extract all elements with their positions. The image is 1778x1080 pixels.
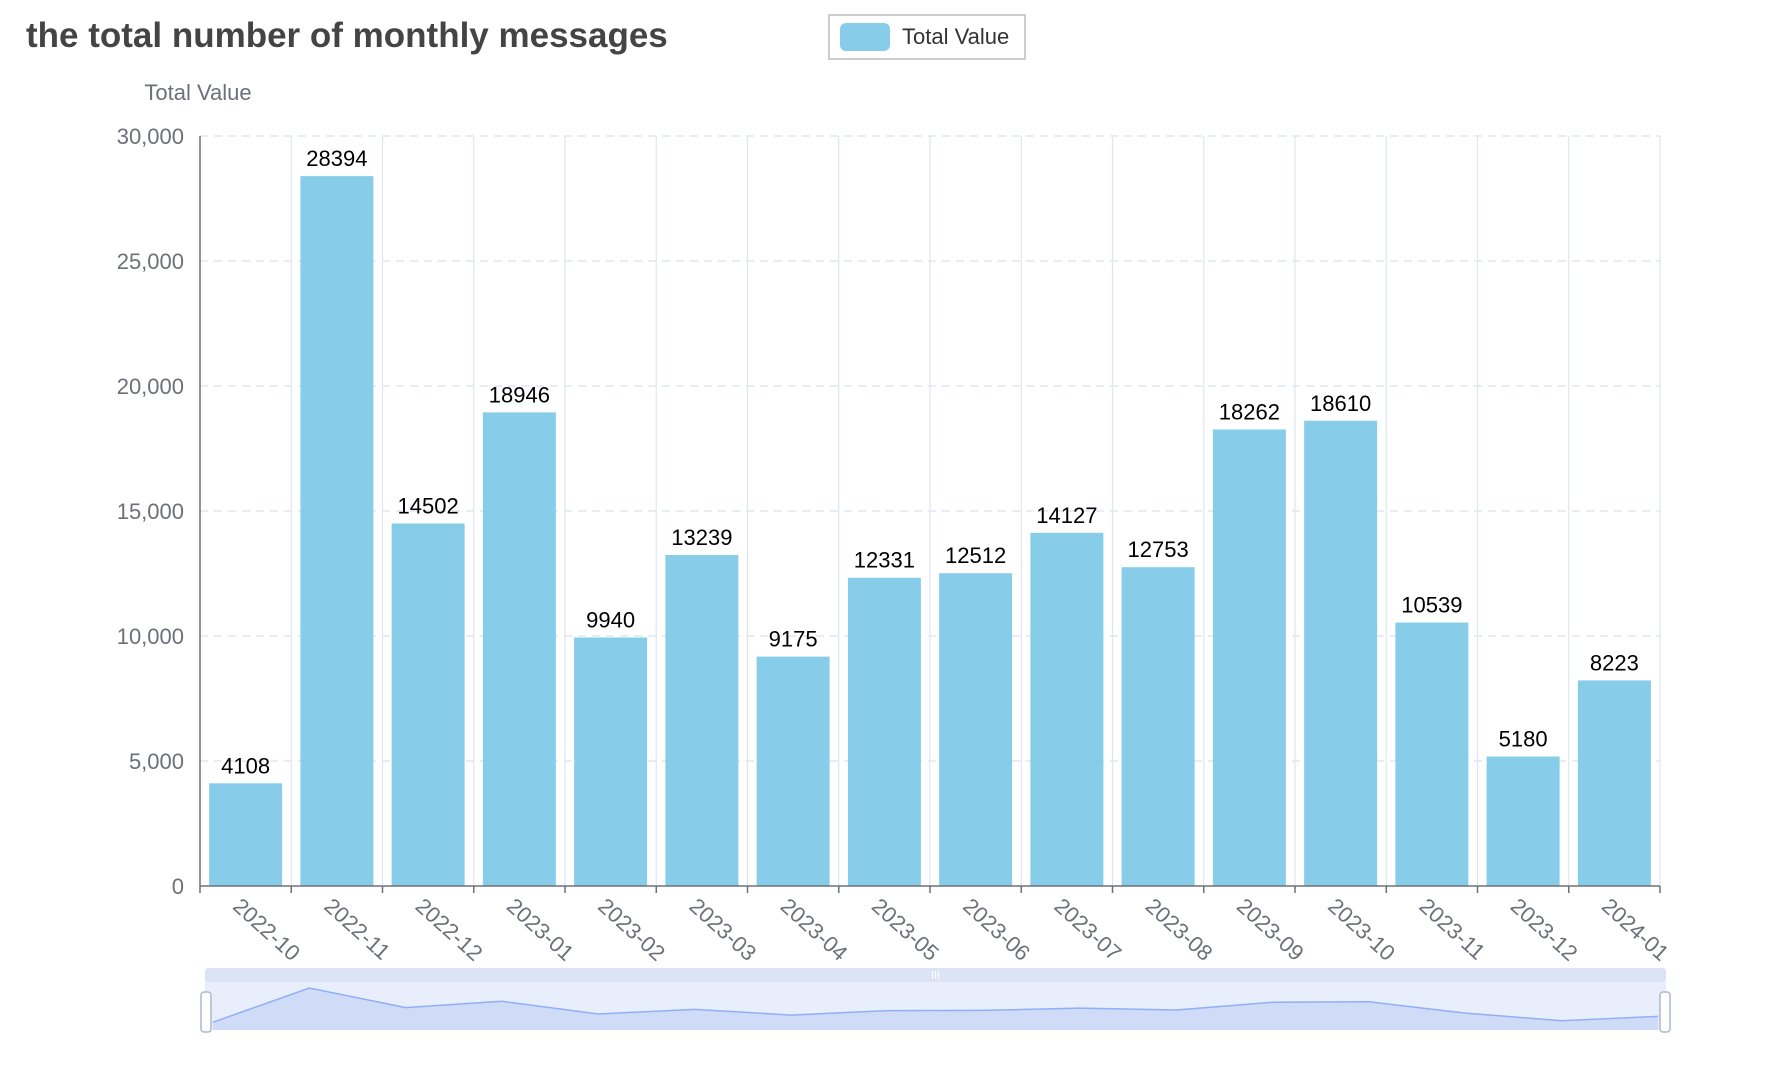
- data-label: 13239: [671, 525, 732, 550]
- x-tick-label: 2023-03: [685, 893, 762, 966]
- bar: [756, 656, 830, 886]
- zoom-preview-line: [212, 987, 1659, 1023]
- data-label: 4108: [221, 753, 270, 778]
- bar: [391, 523, 465, 886]
- bar: [482, 412, 556, 886]
- bar: [1121, 567, 1195, 886]
- legend[interactable]: Total Value: [828, 14, 1026, 60]
- bar: [1030, 532, 1104, 886]
- x-tick-label: 2023-08: [1141, 893, 1218, 966]
- chart-title: the total number of monthly messages: [26, 16, 668, 55]
- x-tick-label: 2023-10: [1323, 893, 1400, 966]
- data-label: 9175: [769, 627, 818, 652]
- bar: [1212, 429, 1286, 886]
- x-tick-label: 2023-07: [1050, 893, 1127, 966]
- data-label: 14502: [398, 493, 459, 518]
- y-tick-label: 10,000: [117, 624, 184, 649]
- y-tick-label: 25,000: [117, 249, 184, 274]
- bar: [300, 176, 374, 886]
- x-tick-label: 2022-12: [411, 893, 488, 966]
- zoom-handle-left: [200, 991, 212, 1033]
- bar: [1486, 756, 1560, 886]
- y-tick-label: 15,000: [117, 499, 184, 524]
- bar: [847, 577, 921, 886]
- x-tick-label: 2023-12: [1506, 893, 1583, 966]
- data-label: 10539: [1401, 593, 1462, 618]
- x-tick-label: 2023-01: [502, 893, 579, 966]
- y-tick-label: 0: [172, 874, 184, 899]
- x-tick-label: 2023-06: [958, 893, 1035, 966]
- y-tick-label: 30,000: [117, 124, 184, 149]
- bars: [209, 176, 1651, 886]
- legend-swatch: [840, 23, 890, 51]
- legend-label: Total Value: [902, 24, 1010, 49]
- bar: [665, 555, 739, 886]
- x-tick-label: 2023-11: [1415, 893, 1491, 965]
- data-zoom-slider[interactable]: [200, 968, 1671, 1033]
- data-label: 12331: [854, 548, 915, 573]
- x-tick-label: 2023-09: [1232, 893, 1309, 966]
- bar: [939, 573, 1013, 886]
- data-label: 12512: [945, 543, 1006, 568]
- bar: [209, 783, 283, 886]
- x-tick-label: 2022-10: [228, 893, 305, 966]
- data-label: 18610: [1310, 391, 1371, 416]
- data-label: 28394: [306, 146, 367, 171]
- axes: [199, 136, 1661, 893]
- y-tick-label: 5,000: [129, 749, 184, 774]
- y-axis-title: Total Value: [144, 80, 251, 105]
- x-tick-label: 2022-11: [320, 893, 396, 965]
- data-label: 18262: [1219, 399, 1280, 424]
- data-label: 9940: [586, 608, 635, 633]
- bar: [1395, 622, 1469, 886]
- zoom-preview-area: [213, 988, 1658, 1030]
- bar: [1577, 680, 1651, 886]
- data-label: 12753: [1128, 537, 1189, 562]
- data-label: 18946: [489, 382, 550, 407]
- data-label: 8223: [1590, 650, 1639, 675]
- bar: [1304, 420, 1378, 886]
- x-tick-label: 2023-02: [593, 893, 670, 966]
- zoom-handle-right: [1659, 991, 1671, 1033]
- y-tick-label: 20,000: [117, 374, 184, 399]
- bar: [574, 637, 648, 886]
- x-tick-label: 2023-04: [776, 893, 853, 966]
- x-tick-label: 2023-05: [867, 893, 944, 966]
- x-tick-label: 2024-01: [1597, 893, 1674, 966]
- data-label: 14127: [1036, 503, 1097, 528]
- data-label: 5180: [1499, 727, 1548, 752]
